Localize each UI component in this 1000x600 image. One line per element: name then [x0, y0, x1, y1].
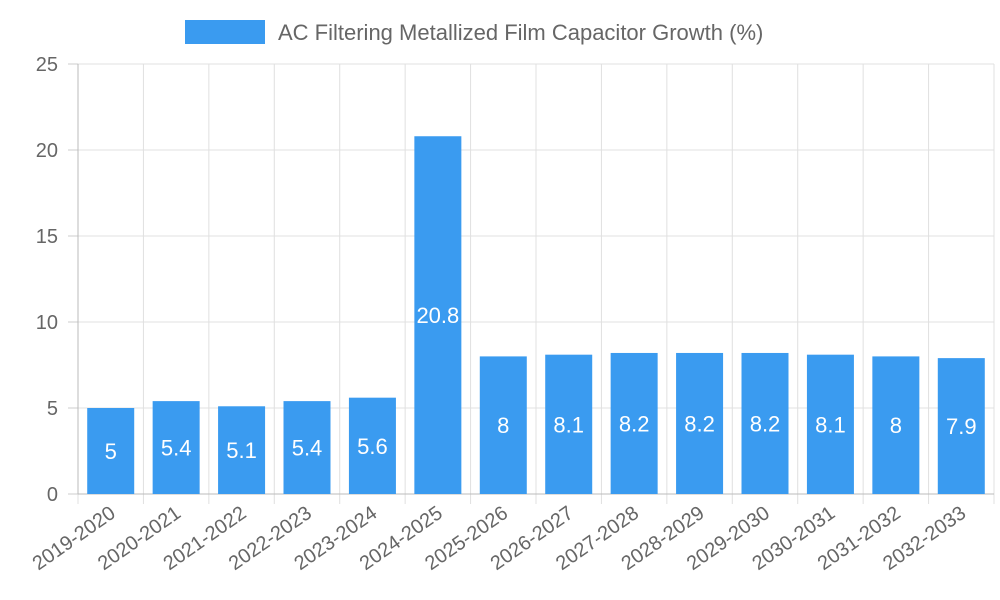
bar-2025-2026[interactable] — [479, 356, 527, 494]
y-tick-label: 10 — [36, 312, 58, 334]
data-label: 5.4 — [161, 436, 192, 461]
data-label: 7.9 — [946, 414, 977, 439]
y-tick-label: 5 — [47, 398, 58, 420]
data-label: 5 — [105, 439, 117, 464]
data-label: 5.4 — [292, 436, 323, 461]
bar-2027-2028[interactable] — [610, 352, 658, 494]
bars — [87, 136, 985, 495]
data-label: 8 — [497, 413, 509, 438]
legend[interactable]: AC Filtering Metallized Film Capacitor G… — [185, 20, 763, 45]
data-label: 8 — [890, 413, 902, 438]
bar-2019-2020[interactable] — [87, 408, 135, 494]
bar-2024-2025[interactable] — [414, 136, 462, 495]
grid — [77, 63, 995, 504]
y-tick-label: 15 — [36, 226, 58, 248]
bar-2032-2033[interactable] — [937, 358, 985, 494]
bar-2029-2030[interactable] — [741, 352, 789, 494]
bar-2020-2021[interactable] — [152, 401, 200, 494]
bar-2023-2024[interactable] — [348, 397, 396, 494]
legend-swatch — [185, 20, 265, 44]
y-tick-label: 25 — [36, 54, 58, 76]
bar-2026-2027[interactable] — [545, 354, 593, 494]
data-label: 5.1 — [226, 438, 257, 463]
data-label: 20.8 — [416, 303, 459, 328]
y-tick-label: 20 — [36, 140, 58, 162]
data-label: 8.2 — [619, 411, 650, 436]
bar-2030-2031[interactable] — [806, 354, 854, 494]
data-label: 5.6 — [357, 434, 388, 459]
data-labels: 5 5.4 5.1 5.4 5.6 20.8 8 8.1 8.2 8.2 8.2 8.1 8 7.9 — [105, 303, 977, 464]
data-label: 8.2 — [750, 411, 781, 436]
legend-label: AC Filtering Metallized Film Capacitor G… — [278, 20, 763, 45]
data-label: 8.2 — [684, 411, 715, 436]
y-tick-label: 0 — [47, 484, 58, 506]
bar-2021-2022[interactable] — [218, 406, 266, 494]
bar-2022-2023[interactable] — [283, 401, 331, 494]
data-label: 8.1 — [553, 412, 584, 437]
axes: 05101520252019-20202020-20212021-2022202… — [29, 54, 994, 575]
data-label: 8.1 — [815, 412, 846, 437]
bar-2031-2032[interactable] — [872, 356, 920, 494]
bar-2028-2029[interactable] — [676, 352, 724, 494]
